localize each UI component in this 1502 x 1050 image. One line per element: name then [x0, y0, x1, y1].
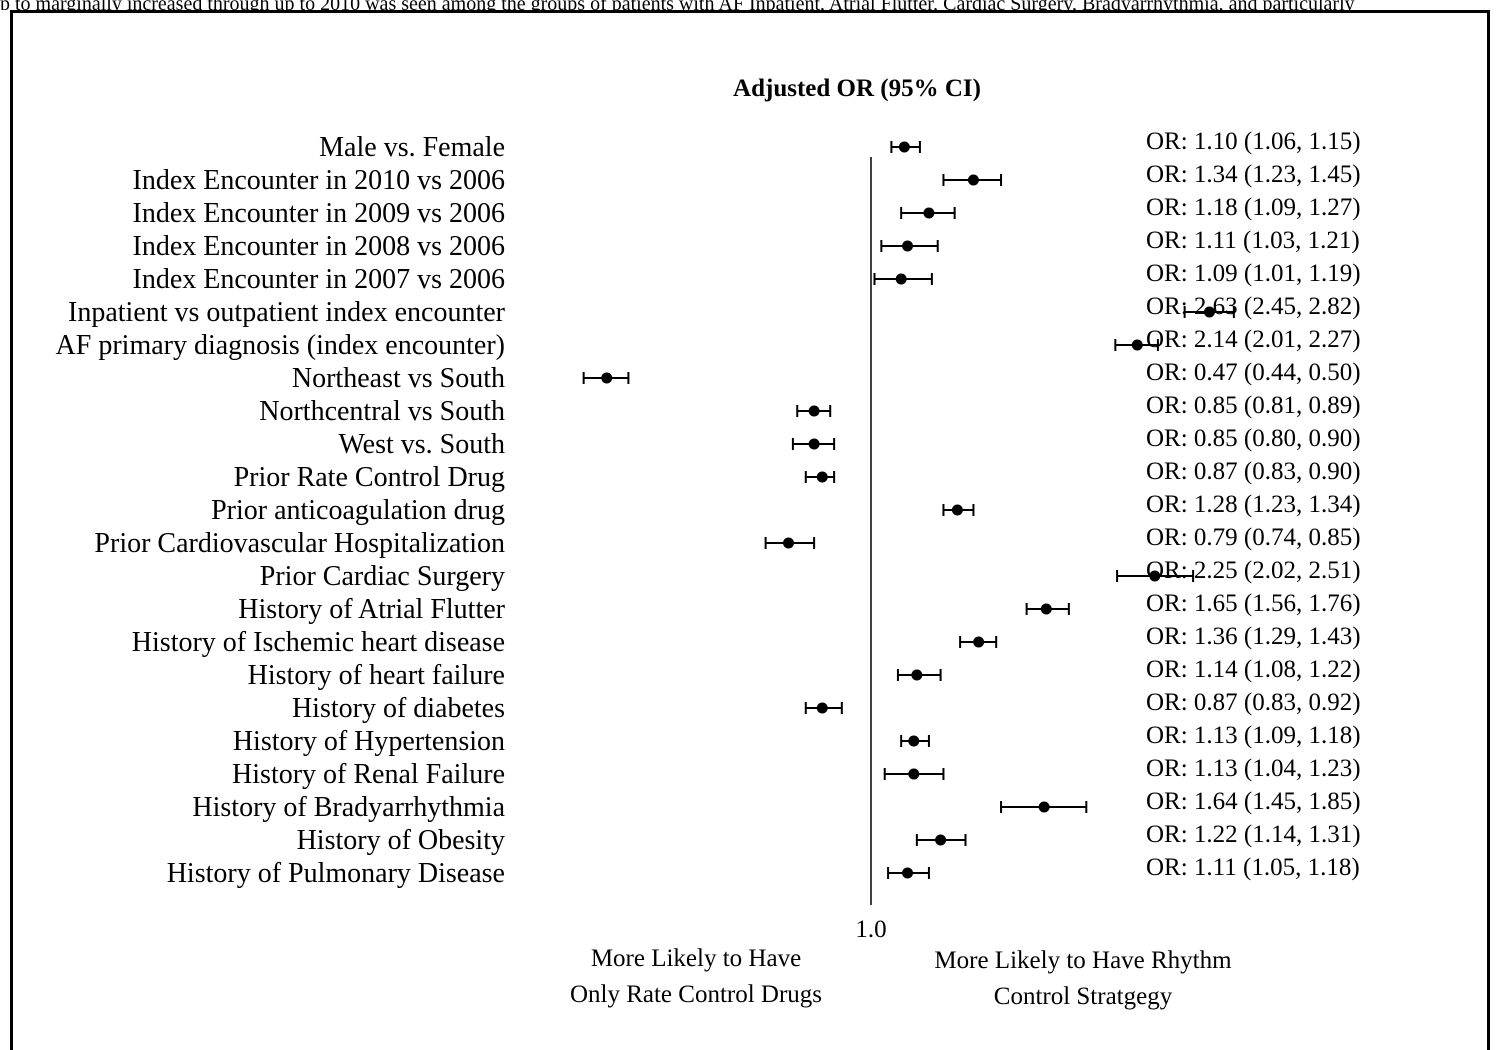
chart-title: Adjusted OR (95% CI) — [733, 75, 981, 102]
or-value-label: OR: 0.87 (0.83, 0.92) — [1146, 689, 1361, 716]
or-value-label: OR: 1.18 (1.09, 1.27) — [1146, 194, 1361, 221]
left-direction-label-line-1: More Likely to Have — [591, 945, 801, 972]
row-label: History of Pulmonary Disease — [167, 858, 505, 889]
or-point — [951, 504, 963, 516]
or-point — [902, 240, 914, 252]
row-label: Index Encounter in 2010 vs 2006 — [133, 165, 506, 196]
or-point — [808, 405, 820, 417]
or-value-label: OR: 1.10 (1.06, 1.15) — [1146, 128, 1361, 155]
or-point — [923, 207, 935, 219]
or-point — [908, 735, 920, 747]
or-value-label: OR: 1.09 (1.01, 1.19) — [1146, 260, 1361, 287]
row-label: History of Renal Failure — [232, 759, 505, 790]
row-label: History of Ischemic heart disease — [132, 627, 505, 658]
or-value-label: OR: 1.64 (1.45, 1.85) — [1146, 788, 1361, 815]
or-value-label: OR: 2.63 (2.45, 2.82) — [1146, 293, 1361, 320]
or-value-label: OR: 1.22 (1.14, 1.31) — [1146, 821, 1361, 848]
or-value-label: OR: 1.34 (1.23, 1.45) — [1146, 161, 1361, 188]
or-value-label: OR: 1.36 (1.29, 1.43) — [1146, 623, 1361, 650]
or-point — [973, 636, 985, 648]
or-point — [1038, 801, 1050, 813]
row-label: Northeast vs South — [292, 363, 505, 394]
row-label: Prior Cardiac Surgery — [260, 561, 505, 592]
row-label: Prior Cardiovascular Hospitalization — [94, 528, 505, 559]
or-point — [911, 669, 923, 681]
or-value-label: OR: 1.14 (1.08, 1.22) — [1146, 656, 1361, 683]
caption-fragment: p to marginally increased through up to … — [0, 0, 1502, 10]
row-label: History of heart failure — [248, 660, 505, 691]
or-value-label: OR: 0.85 (0.80, 0.90) — [1146, 425, 1361, 452]
row-label: History of Bradyarrhythmia — [192, 792, 505, 823]
or-point — [1040, 603, 1052, 615]
row-label: History of Obesity — [297, 825, 505, 856]
or-point — [908, 768, 920, 780]
row-label: Northcentral vs South — [259, 396, 505, 427]
reference-tick-label: 1.0 — [855, 916, 886, 943]
row-label: Male vs. Female — [319, 132, 505, 163]
or-value-label: OR: 1.13 (1.09, 1.18) — [1146, 722, 1361, 749]
left-direction-label-line-2: Only Rate Control Drugs — [570, 981, 822, 1008]
row-label: Index Encounter in 2007 vs 2006 — [133, 264, 506, 295]
or-point — [601, 372, 613, 384]
or-value-label: OR: 0.85 (0.81, 0.89) — [1146, 392, 1361, 419]
or-value-label: OR: 1.13 (1.04, 1.23) — [1146, 755, 1361, 782]
or-value-label: OR: 1.28 (1.23, 1.34) — [1146, 491, 1361, 518]
row-label: Inpatient vs outpatient index encounter — [68, 297, 506, 328]
or-value-label: OR: 2.25 (2.02, 2.51) — [1146, 557, 1361, 584]
or-point — [898, 141, 910, 153]
or-point — [1149, 570, 1161, 582]
right-direction-label-line-2: Control Stratgegy — [994, 983, 1173, 1010]
or-value-label: OR: 1.65 (1.56, 1.76) — [1146, 590, 1361, 617]
row-label: History of Hypertension — [233, 726, 505, 757]
or-value-label: OR: 1.11 (1.05, 1.18) — [1146, 854, 1360, 881]
figure-frame — [10, 10, 1490, 1050]
row-label: History of diabetes — [292, 693, 505, 724]
or-point — [967, 174, 979, 186]
or-value-label: OR: 0.47 (0.44, 0.50) — [1146, 359, 1361, 386]
forest-rows: Male vs. Female OR: 1.10 (1.06, 1.15) Inde… — [56, 128, 1361, 889]
row-label: Prior anticoagulation drug — [211, 495, 505, 526]
or-point — [808, 438, 820, 450]
or-point — [902, 867, 914, 879]
row-label: Prior Rate Control Drug — [234, 462, 505, 493]
or-value-label: OR: 1.11 (1.03, 1.21) — [1146, 227, 1360, 254]
or-value-label: OR: 0.79 (0.74, 0.85) — [1146, 524, 1361, 551]
or-point — [1131, 339, 1143, 351]
row-label: AF primary diagnosis (index encounter) — [56, 330, 505, 361]
or-point — [1203, 306, 1215, 318]
right-direction-label-line-1: More Likely to Have Rhythm — [934, 947, 1232, 974]
or-point — [782, 537, 794, 549]
or-value-label: OR: 0.87 (0.83, 0.90) — [1146, 458, 1361, 485]
or-point — [816, 471, 828, 483]
or-point — [816, 702, 828, 714]
row-label: History of Atrial Flutter — [238, 594, 505, 625]
or-point — [935, 834, 947, 846]
row-label: Index Encounter in 2008 vs 2006 — [133, 231, 506, 262]
or-point — [895, 273, 907, 285]
or-value-label: OR: 2.14 (2.01, 2.27) — [1146, 326, 1361, 353]
row-label: West vs. South — [338, 429, 505, 460]
row-label: Index Encounter in 2009 vs 2006 — [133, 198, 506, 229]
